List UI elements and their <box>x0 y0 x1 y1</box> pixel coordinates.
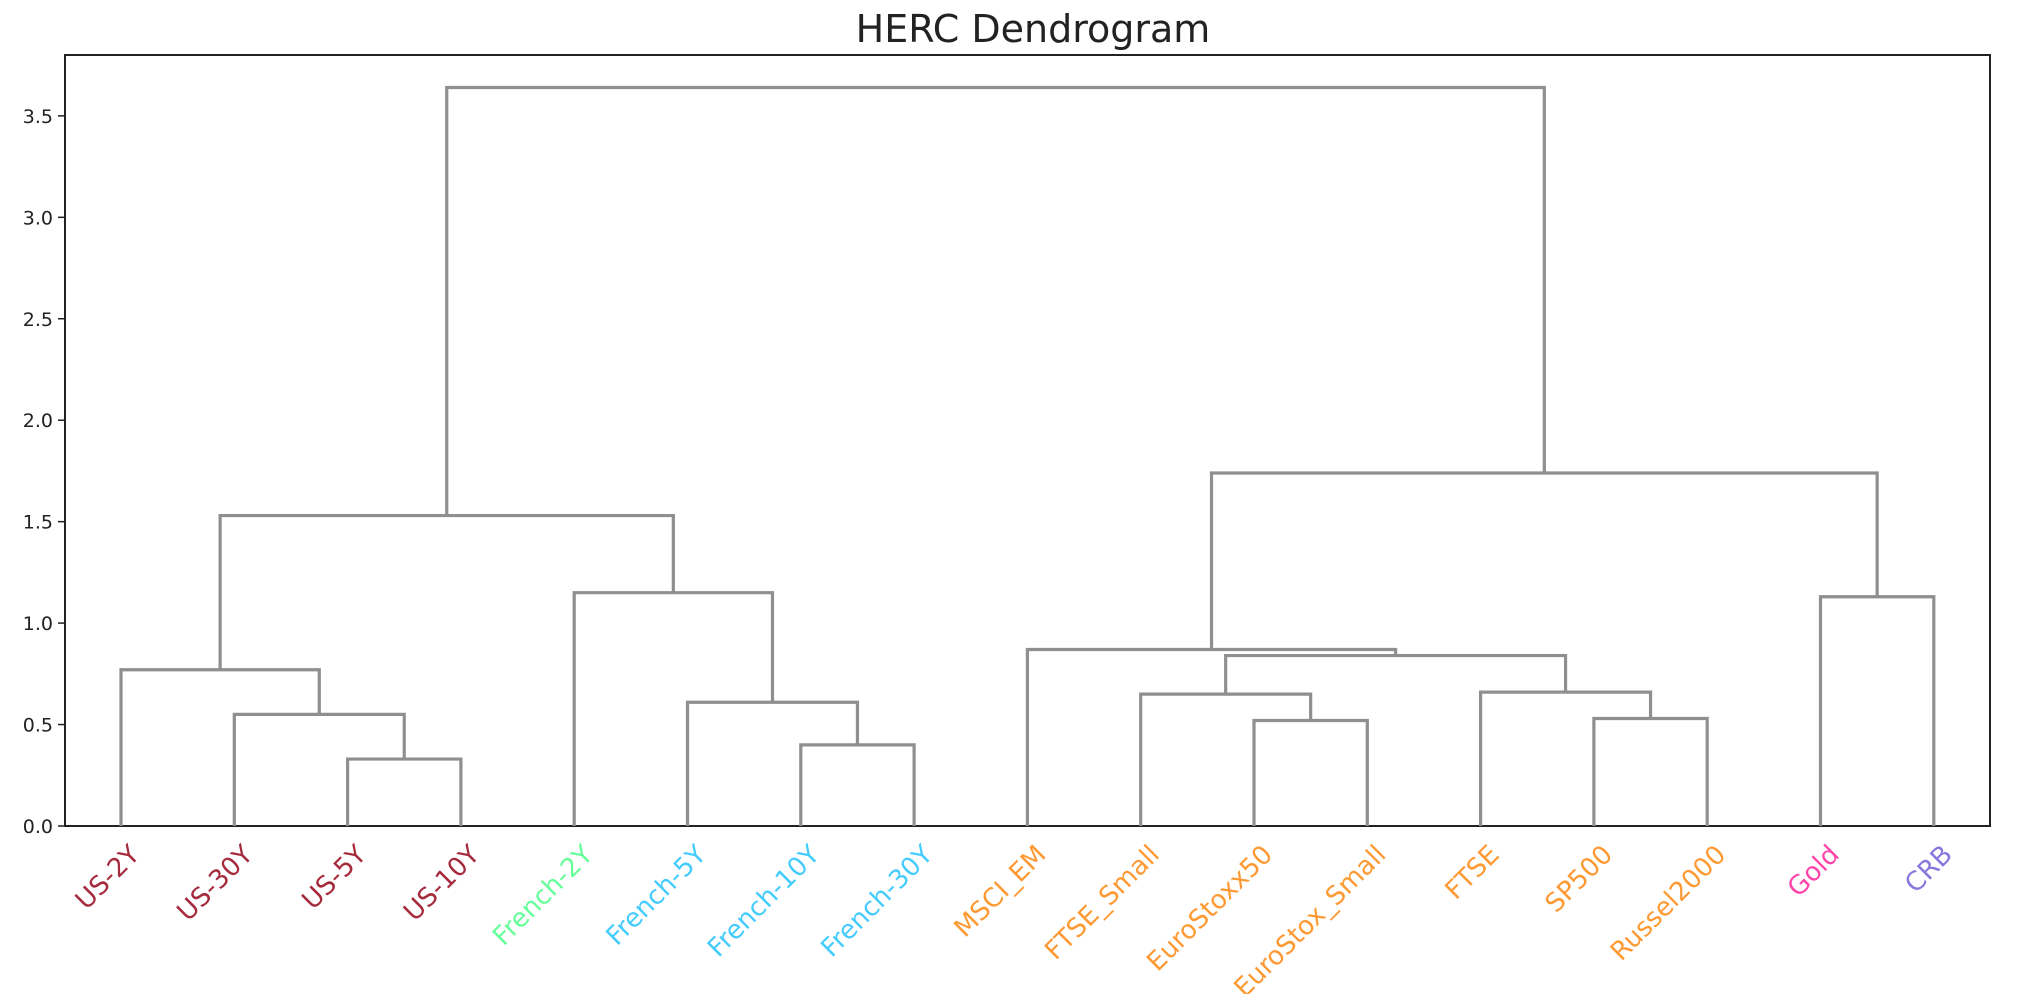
y-tick-label: 0.5 <box>23 715 53 737</box>
y-tick-label: 2.5 <box>23 309 53 331</box>
dendrogram-link <box>1252 718 1369 826</box>
dendrogram-link <box>119 668 321 826</box>
y-tick-label: 1.5 <box>23 512 53 534</box>
leaf-label: US-5Y <box>297 840 373 916</box>
y-tick-label: 0.0 <box>23 816 53 838</box>
leaf-label: FTSE <box>1440 840 1506 906</box>
dendrogram-link <box>1209 471 1879 650</box>
dendrogram-link <box>232 712 406 826</box>
y-tick-label: 1.0 <box>23 613 53 635</box>
leaf-label: Gold <box>1782 840 1845 903</box>
dendrogram-link <box>685 700 860 826</box>
leaf-labels: US-2Y US-30Y US-5Y US-10Y French-2Y French-5Y… <box>70 840 1959 994</box>
leaf-label: French-10Y <box>702 840 826 964</box>
leaf-label: French-5Y <box>601 840 713 952</box>
dendrogram-link <box>1479 690 1653 826</box>
leaf-label: US-2Y <box>70 840 146 916</box>
leaf-label: MSCI_EM <box>949 840 1053 944</box>
dendrogram-link <box>572 591 775 826</box>
dendrogram-link <box>1818 595 1936 826</box>
dendrogram-links <box>119 85 1936 826</box>
leaf-label: French-2Y <box>487 840 599 952</box>
dendrogram-link <box>1592 716 1709 826</box>
dendrogram-link <box>799 743 916 826</box>
y-tick-label: 3.0 <box>23 207 53 229</box>
y-axis: 0.0 0.5 1.0 1.5 2.0 2.5 3.0 3.5 <box>23 106 65 838</box>
dendrogram-link <box>445 85 1546 516</box>
leaf-label: US-10Y <box>398 840 486 928</box>
chart-title: HERC Dendrogram <box>856 7 1211 51</box>
y-tick-label: 3.5 <box>23 106 53 128</box>
dendrogram-link <box>1025 647 1398 826</box>
leaf-label: US-30Y <box>172 840 260 928</box>
leaf-label: French-30Y <box>815 840 939 964</box>
leaf-label: CRB <box>1899 840 1958 899</box>
leaf-label: SP500 <box>1540 840 1619 919</box>
dendrogram-link <box>1224 653 1568 695</box>
leaf-label: Russel2000 <box>1605 840 1732 967</box>
y-tick-label: 2.0 <box>23 410 53 432</box>
dendrogram-link <box>1139 692 1313 826</box>
dendrogram-link <box>346 757 463 826</box>
leaf-label: FTSE_Small <box>1039 840 1165 966</box>
